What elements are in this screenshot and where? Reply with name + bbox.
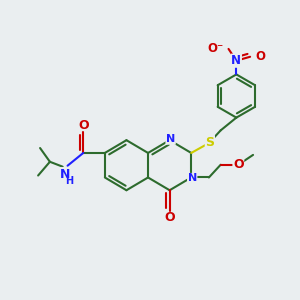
- Text: N: N: [188, 173, 197, 184]
- Text: O: O: [164, 211, 175, 224]
- Text: N: N: [231, 54, 242, 67]
- Text: H: H: [65, 176, 74, 185]
- Text: O: O: [78, 119, 88, 132]
- Text: S: S: [206, 136, 214, 148]
- Text: O: O: [233, 158, 244, 171]
- Text: N: N: [166, 134, 175, 144]
- Text: O: O: [255, 50, 265, 63]
- Text: O⁻: O⁻: [207, 42, 224, 56]
- Text: N: N: [59, 168, 70, 181]
